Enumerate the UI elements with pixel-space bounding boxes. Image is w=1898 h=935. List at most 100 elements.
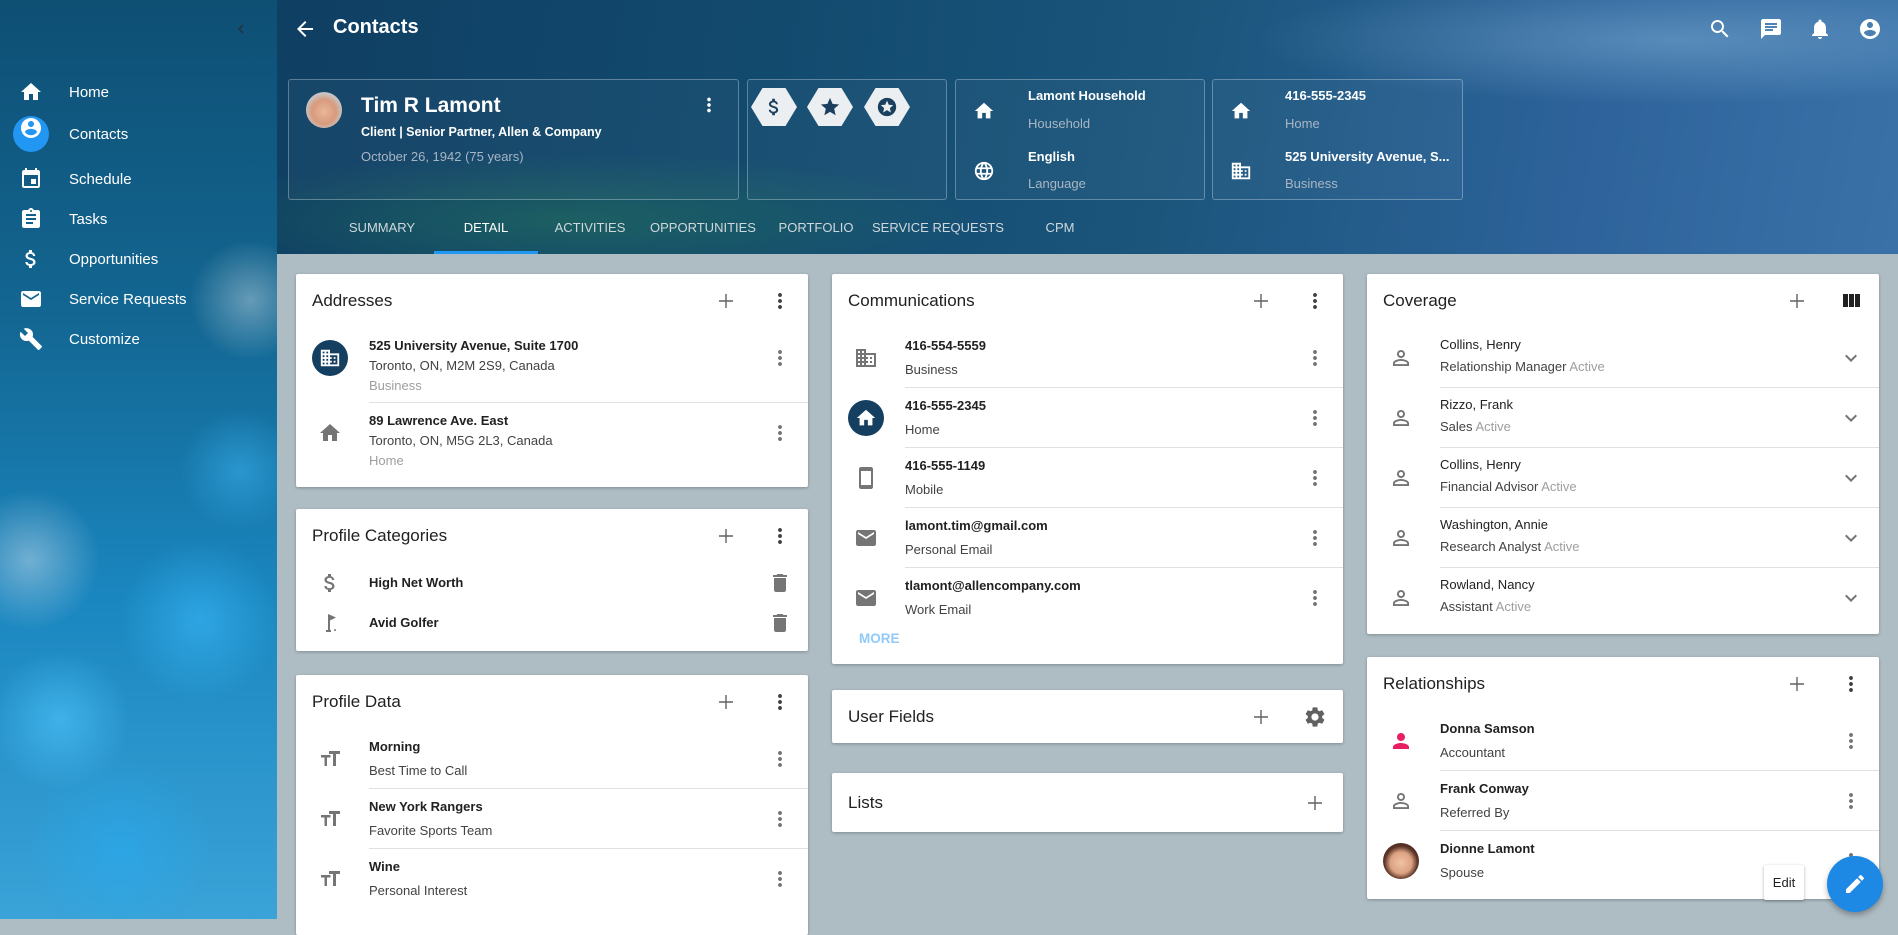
edit-fab-button[interactable] bbox=[1827, 856, 1883, 912]
add-communication-button[interactable] bbox=[1249, 289, 1273, 313]
row-menu-button[interactable] bbox=[768, 867, 792, 891]
sidebar-item-home[interactable]: Home bbox=[0, 74, 277, 110]
row-menu-button[interactable] bbox=[768, 747, 792, 771]
add-category-button[interactable] bbox=[714, 524, 738, 548]
communication-item[interactable]: lamont.tim@gmail.com Personal Email bbox=[832, 508, 1343, 568]
row-menu-button[interactable] bbox=[1303, 346, 1327, 370]
communication-item[interactable]: 416-555-2345 Home bbox=[832, 388, 1343, 448]
add-coverage-button[interactable] bbox=[1785, 289, 1809, 313]
text-fields-icon bbox=[321, 811, 340, 826]
more-vert-icon[interactable] bbox=[768, 289, 792, 313]
tab-cpm[interactable]: CPM bbox=[1045, 220, 1075, 235]
person-outline-icon bbox=[1393, 410, 1409, 426]
tab-opportunities[interactable]: OPPORTUNITIES bbox=[650, 220, 756, 235]
more-vert-icon[interactable] bbox=[1303, 289, 1327, 313]
delete-button[interactable] bbox=[768, 611, 792, 635]
addresses-card: Addresses 525 University Avenue, Suite 1… bbox=[296, 274, 808, 487]
coverage-item[interactable]: Rizzo, Frank Sales Active bbox=[1367, 388, 1879, 448]
tab-summary[interactable]: SUMMARY bbox=[348, 220, 416, 235]
pencil-icon bbox=[1846, 874, 1865, 893]
account-circle-icon bbox=[21, 118, 41, 138]
sidebar-item-contacts[interactable]: Contacts bbox=[0, 116, 277, 152]
more-vert-icon[interactable] bbox=[1839, 672, 1863, 696]
person-outline-icon bbox=[1393, 590, 1409, 606]
address-value: 525 University Avenue, S... bbox=[1285, 149, 1450, 164]
add-user-field-button[interactable] bbox=[1249, 705, 1273, 729]
chat-button[interactable] bbox=[1759, 17, 1783, 41]
coverage-item[interactable]: Collins, Henry Financial Advisor Active bbox=[1367, 448, 1879, 508]
relationship-item[interactable]: Dionne Lamont Spouse bbox=[1367, 831, 1879, 891]
profile-data-item[interactable]: Wine Personal Interest bbox=[296, 849, 808, 909]
category-item: Avid Golfer bbox=[296, 603, 808, 643]
card-title: Profile Data bbox=[312, 692, 401, 711]
card-title: Addresses bbox=[312, 291, 393, 310]
communication-value: 416-555-1149 bbox=[905, 458, 986, 473]
coverage-name: Rowland, Nancy bbox=[1440, 577, 1535, 592]
dollar-icon bbox=[768, 98, 779, 116]
tab-service-requests[interactable]: SERVICE REQUESTS bbox=[872, 220, 1004, 235]
row-menu-button[interactable] bbox=[768, 807, 792, 831]
sidebar-item-opportunities[interactable]: Opportunities bbox=[0, 241, 277, 277]
badges-card bbox=[747, 79, 947, 200]
communication-label: Work Email bbox=[905, 602, 972, 617]
row-menu-button[interactable] bbox=[768, 421, 792, 445]
account-circle-button[interactable] bbox=[1858, 17, 1882, 41]
add-relationship-button[interactable] bbox=[1785, 672, 1809, 696]
back-arrow-icon[interactable] bbox=[293, 17, 317, 41]
communication-label: Mobile bbox=[905, 482, 944, 497]
communication-item[interactable]: 416-555-1149 Mobile bbox=[832, 448, 1343, 508]
coverage-status: Active bbox=[1475, 419, 1511, 434]
communication-item[interactable]: 416-554-5559 Business bbox=[832, 328, 1343, 388]
address-item[interactable]: 525 University Avenue, Suite 1700 Toront… bbox=[296, 328, 808, 403]
more-link[interactable]: MORE bbox=[859, 631, 900, 646]
expand-button[interactable] bbox=[1839, 586, 1863, 610]
chevron-left-icon[interactable] bbox=[232, 20, 250, 38]
tab-detail[interactable]: DETAIL bbox=[463, 220, 509, 235]
bell-button[interactable] bbox=[1808, 17, 1832, 41]
tab-activities[interactable]: ACTIVITIES bbox=[554, 220, 626, 235]
sidebar-item-service-requests[interactable]: Service Requests bbox=[0, 281, 277, 317]
row-menu-button[interactable] bbox=[1839, 789, 1863, 813]
relationship-item[interactable]: Donna Samson Accountant bbox=[1367, 711, 1879, 771]
communication-item[interactable]: tlamont@allencompany.com Work Email bbox=[832, 568, 1343, 628]
address-line2: Toronto, ON, M2M 2S9, Canada bbox=[369, 358, 555, 373]
expand-button[interactable] bbox=[1839, 346, 1863, 370]
row-menu-button[interactable] bbox=[1303, 526, 1327, 550]
delete-button[interactable] bbox=[768, 571, 792, 595]
coverage-item[interactable]: Collins, Henry Relationship Manager Acti… bbox=[1367, 328, 1879, 388]
sidebar-item-schedule[interactable]: Schedule bbox=[0, 161, 277, 197]
badge[interactable] bbox=[751, 88, 797, 126]
badge[interactable] bbox=[864, 88, 910, 126]
expand-button[interactable] bbox=[1839, 526, 1863, 550]
more-vert-icon[interactable] bbox=[768, 524, 792, 548]
profile-data-item[interactable]: Morning Best Time to Call bbox=[296, 729, 808, 789]
expand-button[interactable] bbox=[1839, 466, 1863, 490]
household-card[interactable]: Lamont Household Household English Langu… bbox=[955, 79, 1205, 200]
contact-info-card[interactable]: 416-555-2345 Home 525 University Avenue,… bbox=[1212, 79, 1463, 200]
row-menu-button[interactable] bbox=[1839, 729, 1863, 753]
row-menu-button[interactable] bbox=[1303, 406, 1327, 430]
sidebar-item-customize[interactable]: Customize bbox=[0, 321, 277, 357]
add-profile-data-button[interactable] bbox=[714, 690, 738, 714]
relationship-avatar bbox=[1383, 843, 1419, 879]
coverage-item[interactable]: Rowland, Nancy Assistant Active bbox=[1367, 568, 1879, 628]
expand-button[interactable] bbox=[1839, 406, 1863, 430]
more-vert-icon[interactable] bbox=[768, 690, 792, 714]
coverage-item[interactable]: Washington, Annie Research Analyst Activ… bbox=[1367, 508, 1879, 568]
coverage-role: Research Analyst bbox=[1440, 539, 1542, 554]
gear-icon[interactable] bbox=[1303, 705, 1327, 729]
row-menu-button[interactable] bbox=[768, 346, 792, 370]
add-address-button[interactable] bbox=[714, 289, 738, 313]
address-item[interactable]: 89 Lawrence Ave. East Toronto, ON, M5G 2… bbox=[296, 403, 808, 478]
sidebar-item-tasks[interactable]: Tasks bbox=[0, 201, 277, 237]
badge[interactable] bbox=[807, 88, 853, 126]
add-list-button[interactable] bbox=[1303, 791, 1327, 815]
tab-portfolio[interactable]: PORTFOLIO bbox=[778, 220, 854, 235]
row-menu-button[interactable] bbox=[1303, 586, 1327, 610]
more-vert-icon[interactable] bbox=[698, 94, 720, 116]
view-column-icon[interactable] bbox=[1839, 289, 1863, 313]
row-menu-button[interactable] bbox=[1303, 466, 1327, 490]
search-button[interactable] bbox=[1708, 17, 1732, 41]
profile-data-item[interactable]: New York Rangers Favorite Sports Team bbox=[296, 789, 808, 849]
relationship-item[interactable]: Frank Conway Referred By bbox=[1367, 771, 1879, 831]
